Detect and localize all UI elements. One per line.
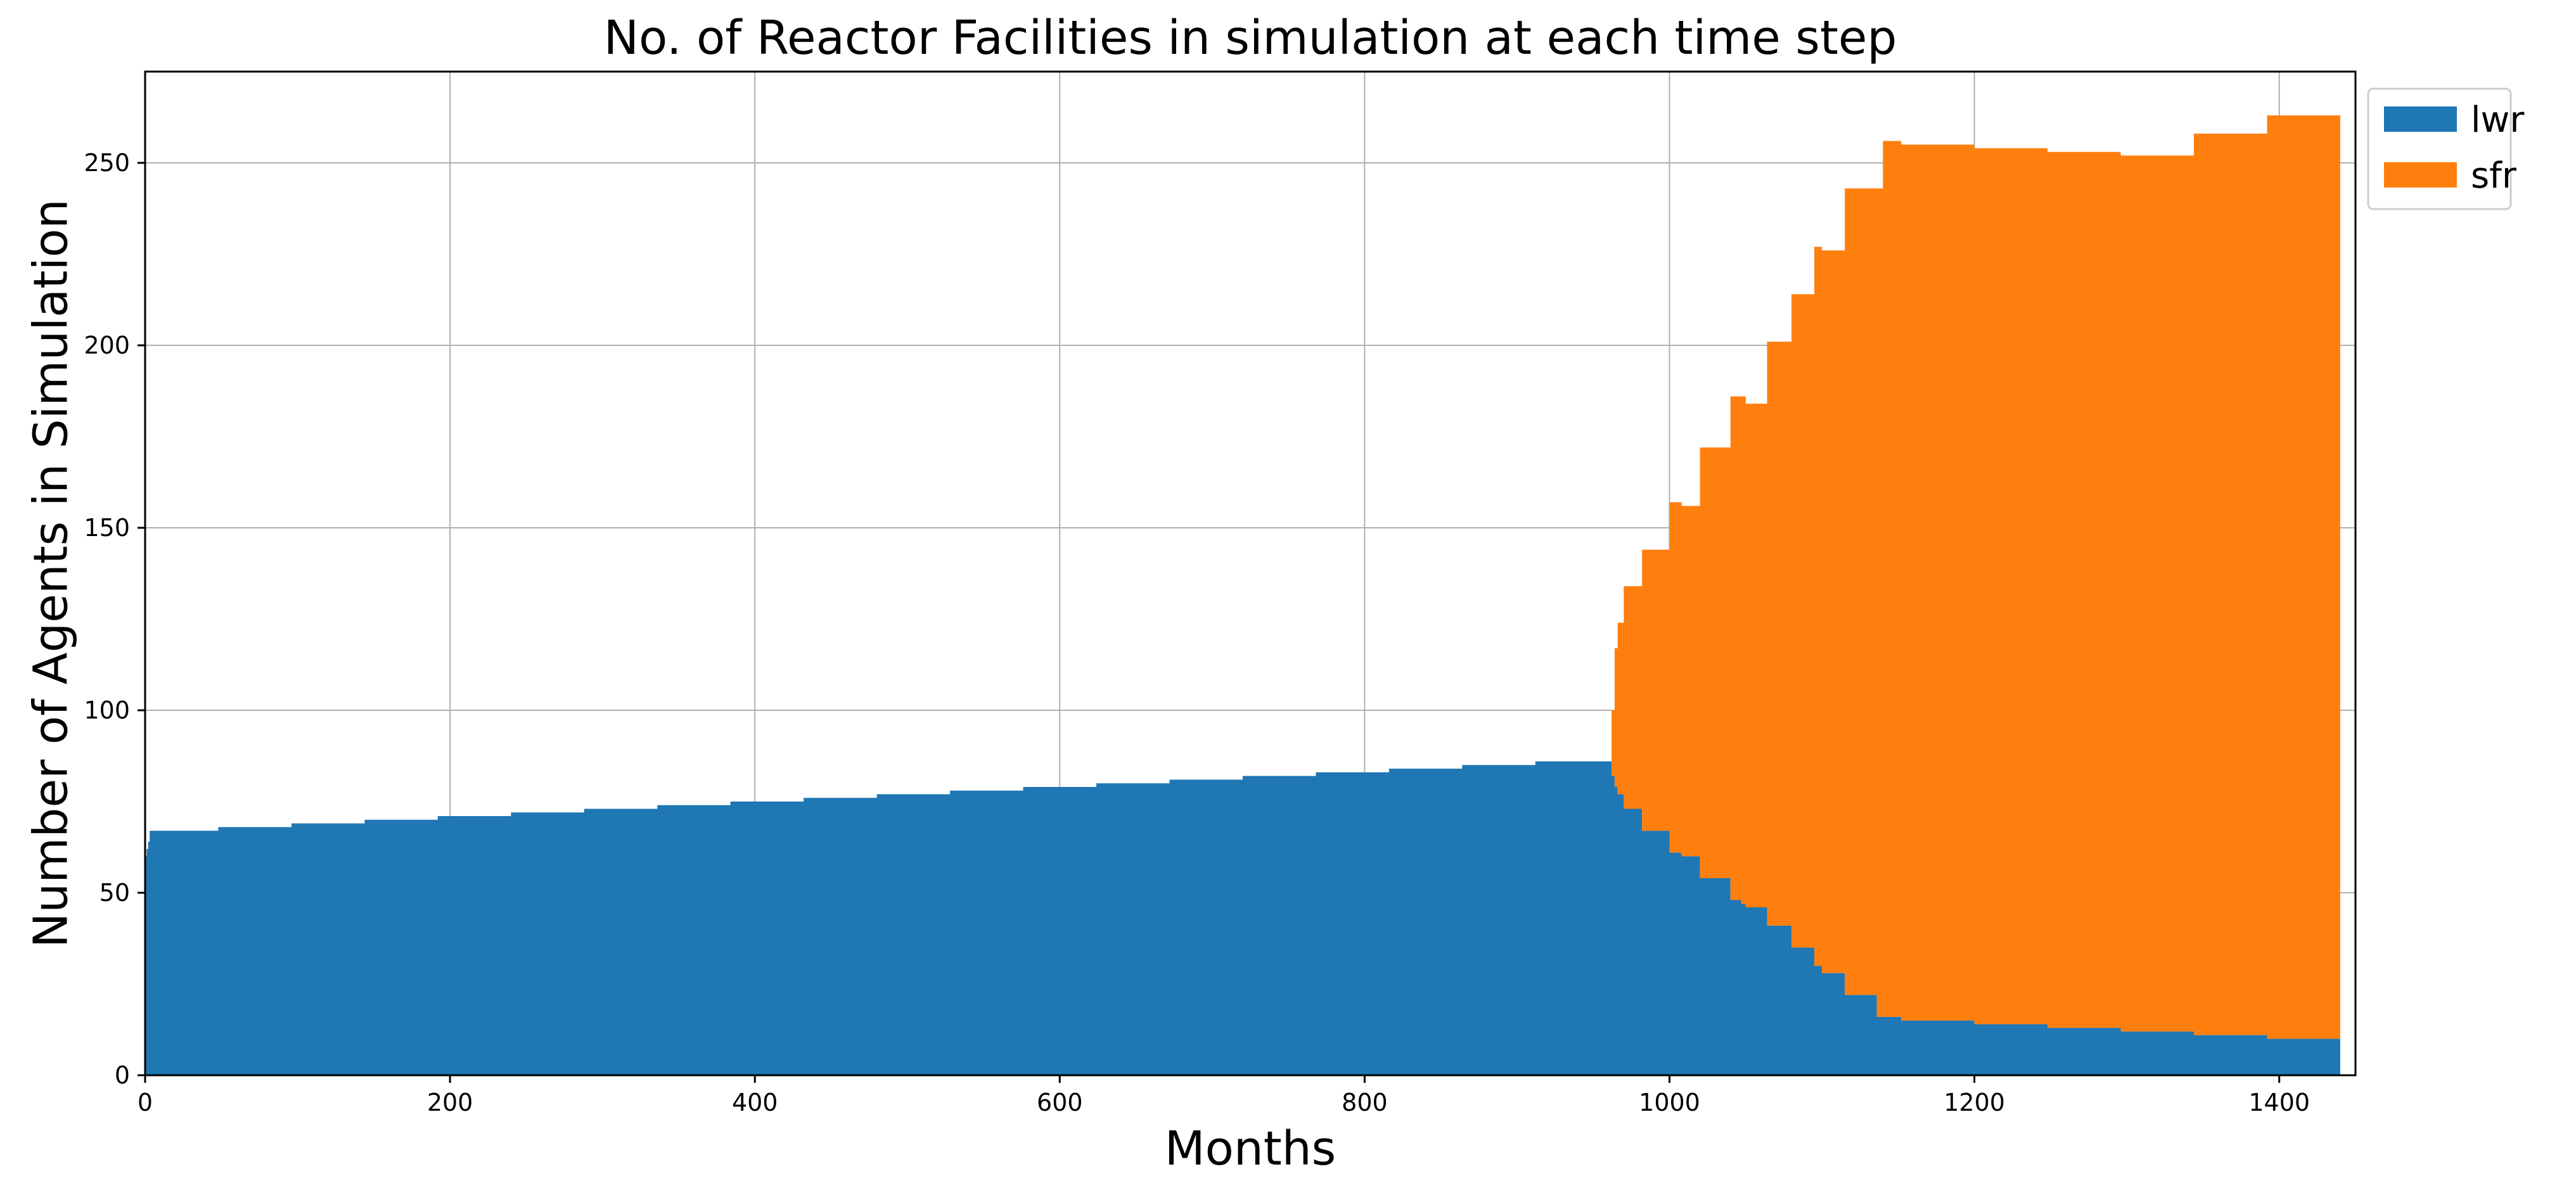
x-tick-label: 400: [732, 1089, 778, 1116]
y-tick-label: 150: [84, 514, 130, 542]
x-tick-label: 600: [1037, 1089, 1083, 1116]
x-tick-label: 800: [1342, 1089, 1388, 1116]
y-tick-label: 100: [84, 696, 130, 724]
legend-entries: lwr sfr: [2384, 99, 2525, 196]
plot-areas: [145, 115, 2340, 1075]
x-tick-label: 0: [138, 1089, 153, 1116]
series-area-sfr: [145, 115, 2340, 1039]
legend-label-lwr: lwr: [2471, 99, 2525, 141]
y-tick-label: 0: [115, 1061, 130, 1089]
chart-title: No. of Reactor Facilities in simulation …: [604, 11, 1897, 65]
x-axis-label: Months: [1165, 1122, 1336, 1176]
legend-swatch-sfr: [2384, 162, 2457, 188]
legend: lwr sfr: [2367, 87, 2525, 210]
y-tick-label: 250: [84, 149, 130, 177]
legend-swatch-lwr: [2384, 106, 2457, 132]
y-tick-label: 200: [84, 331, 130, 359]
x-tick-label: 200: [427, 1089, 473, 1116]
series-area-lwr: [145, 761, 2340, 1075]
x-tick-label: 1200: [1944, 1089, 2005, 1116]
legend-label-sfr: sfr: [2471, 155, 2517, 196]
x-tick-label: 1400: [2248, 1089, 2310, 1116]
plot-frame: [144, 70, 2357, 1077]
x-tick-label: 1000: [1639, 1089, 1700, 1116]
y-axis-label: Number of Agents in Simulation: [24, 199, 79, 948]
y-tick-label: 50: [99, 879, 130, 907]
axis-ticks: 0 200 400 600 800 1000 1200 1400 0 50 100 150 200 250: [84, 149, 2310, 1116]
